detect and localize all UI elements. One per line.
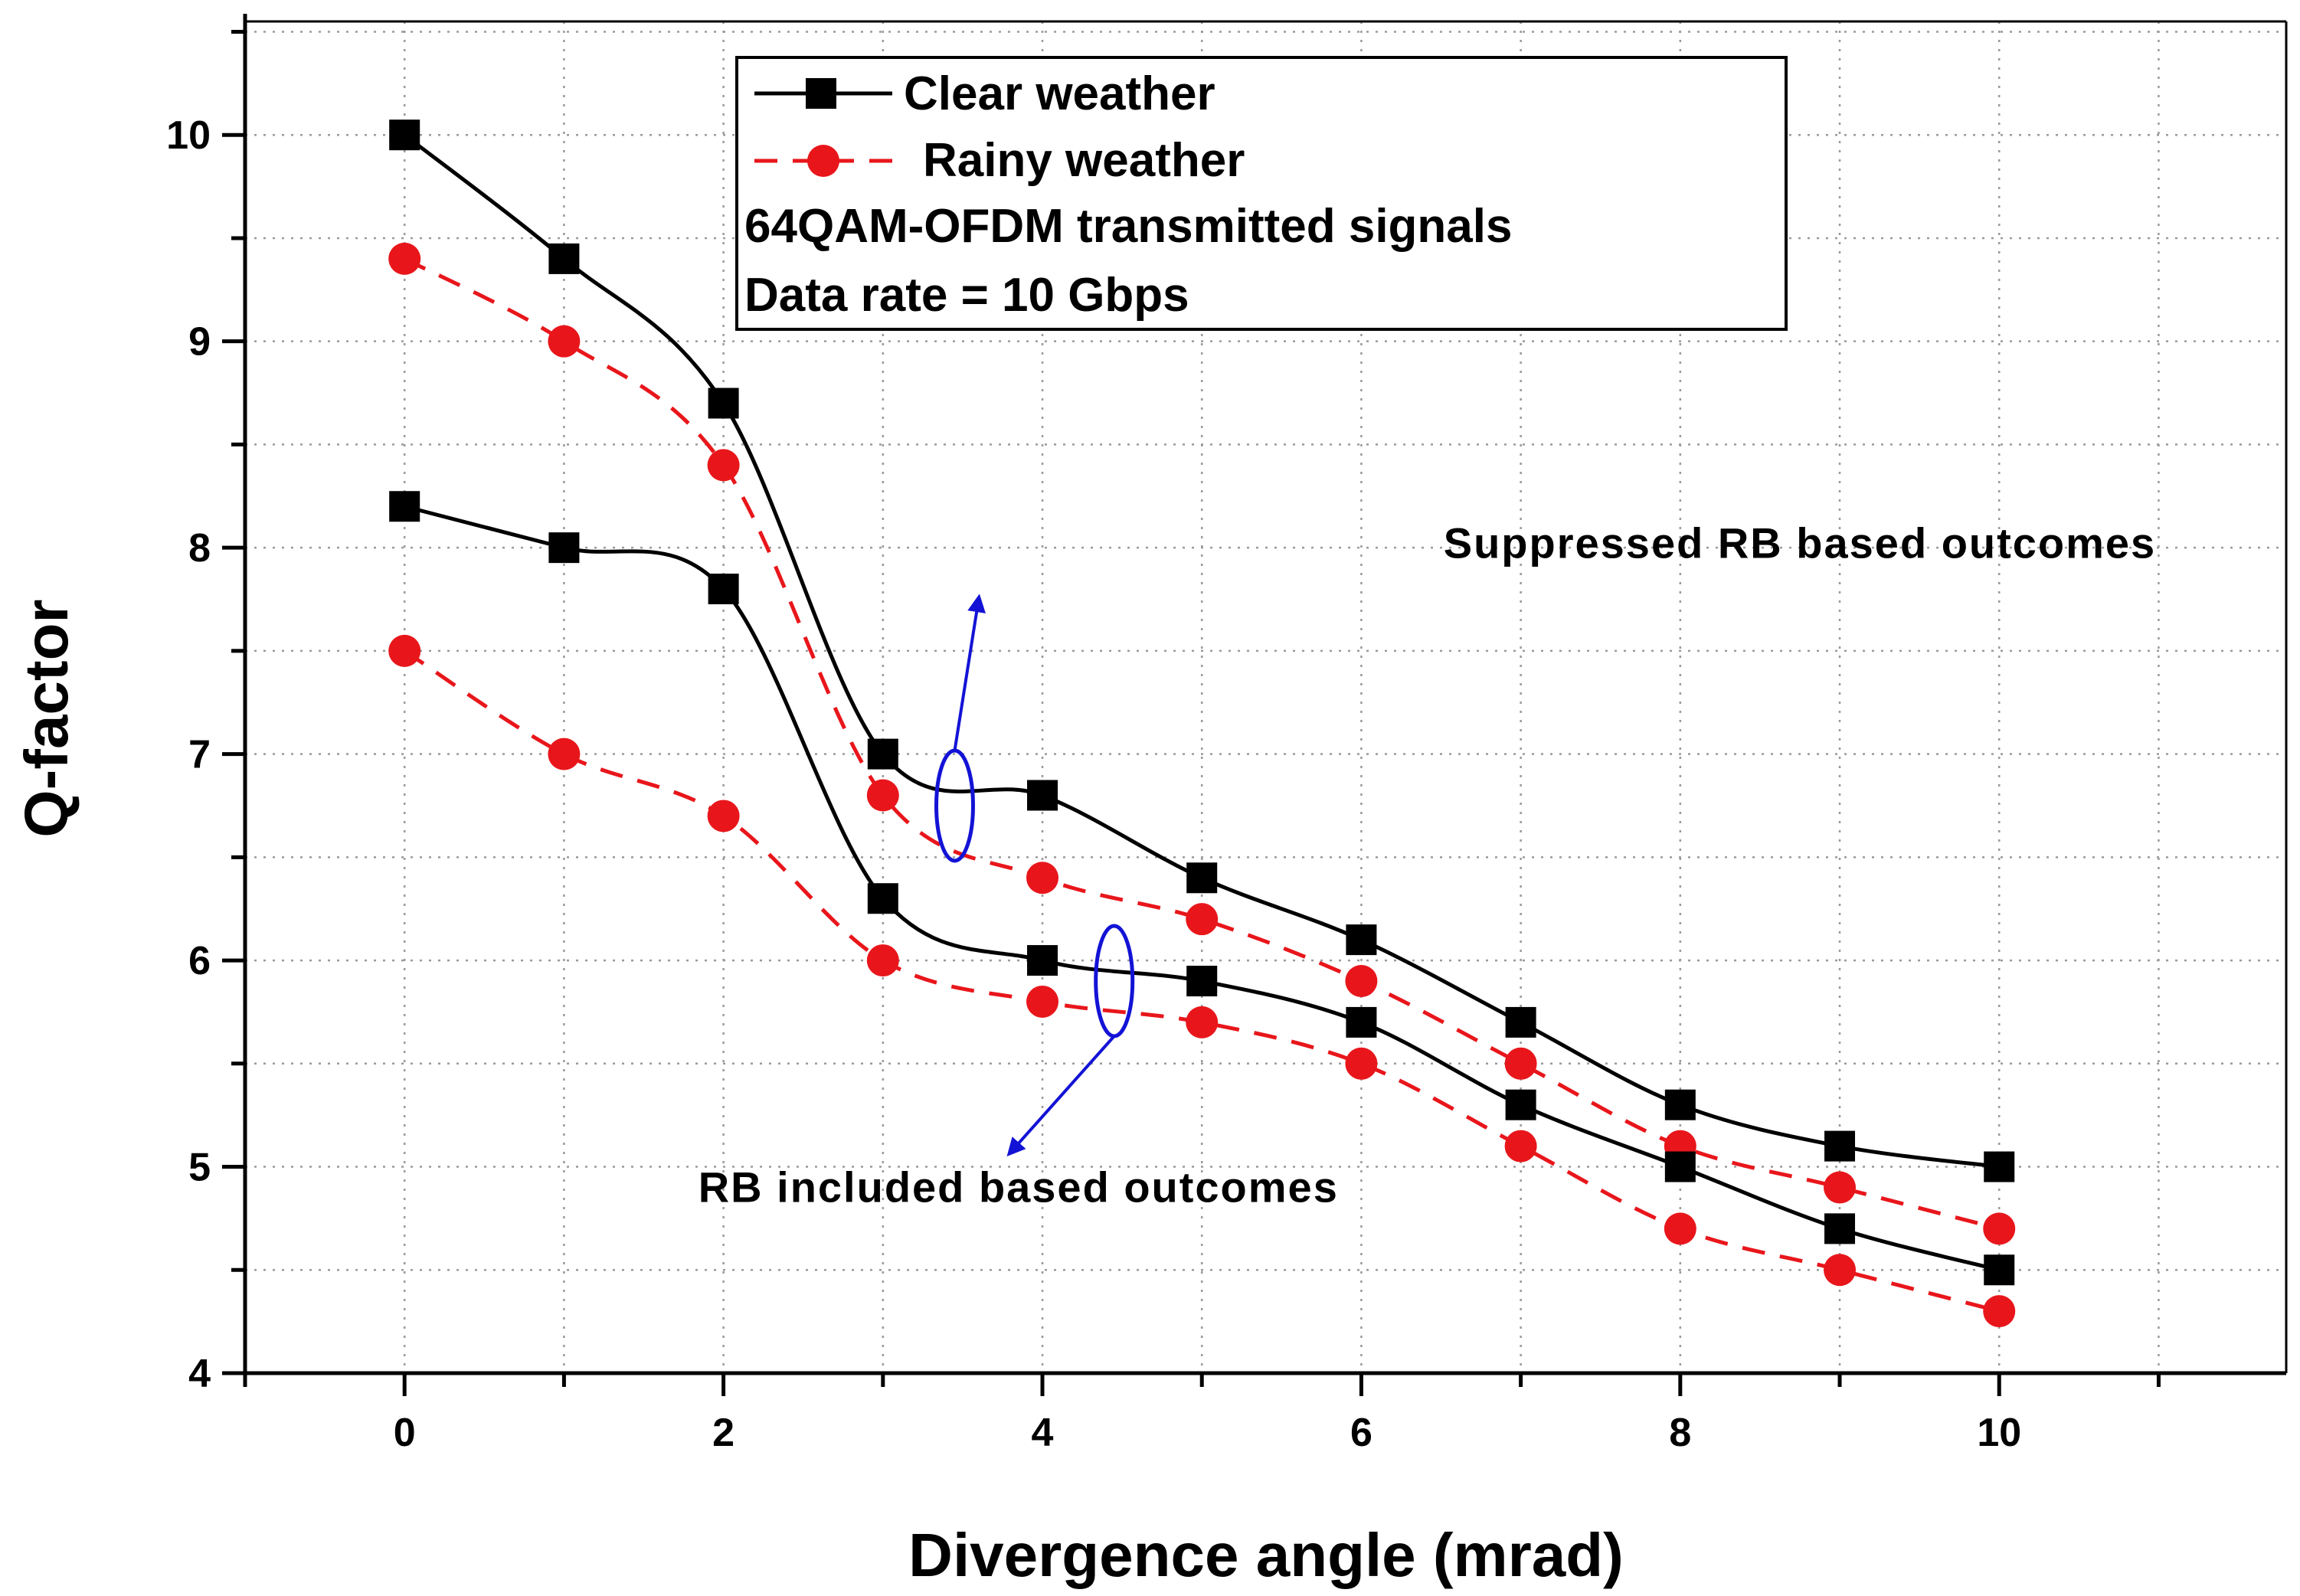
data-point-square [1186,862,1218,894]
data-point-square [708,574,739,605]
data-point-circle [1026,862,1059,894]
data-point-square [1984,1151,2015,1182]
data-point-circle [1186,1006,1219,1038]
rb-included-arrow [1006,1035,1116,1157]
legend-label-rainy-weather: Rainy weather [923,134,1245,187]
legend-symbol-rainy-weather [754,145,904,177]
data-point-circle [388,242,421,275]
data-point-square [1346,924,1377,956]
legend-symbol-clear-weather [754,78,892,109]
data-point-circle [548,325,581,358]
series-line [404,257,2000,1231]
data-point-circle [1504,1130,1537,1163]
y-tick-label: 10 [166,113,211,158]
y-tick-label: 8 [188,526,211,571]
data-point-circle [866,944,899,977]
data-point-circle [1345,1047,1378,1080]
series-rainy-weather [388,634,2016,1328]
series-line [403,133,2000,1169]
data-point-circle [388,634,421,667]
x-tick-label: 4 [1032,1411,1054,1455]
data-point-circle [1026,985,1059,1018]
series-group [388,119,2016,1328]
y-tick-label: 9 [188,320,211,365]
x-tick-label: 0 [394,1411,416,1455]
data-point-square [1505,1089,1536,1120]
suppressed-rb-label: Suppressed RB based outcomes [1444,519,2156,567]
y-tick-label: 4 [188,1352,211,1396]
series-line [403,649,2000,1313]
data-point-square [389,491,420,522]
data-point-circle [866,779,899,812]
y-tick-label: 7 [188,733,211,777]
data-point-square [548,532,580,564]
legend-note-modulation: 64QAM-OFDM transmitted signals [744,200,1512,253]
data-point-circle [707,449,740,482]
data-point-circle [1504,1047,1537,1080]
legend-label-clear-weather: Clear weather [904,67,1215,120]
legend-marker-square [806,78,836,109]
data-point-circle [1824,1254,1857,1287]
annotations: Suppressed RB based outcomes RB included … [699,519,2156,1212]
data-point-square [389,119,420,151]
data-point-circle [1664,1212,1696,1245]
data-point-square [1824,1213,1856,1244]
x-tick-label: 10 [1977,1411,2021,1455]
x-axis-title: Divergence angle (mrad) [908,1521,1624,1589]
x-tick-label: 6 [1350,1411,1372,1455]
series-clear-weather [389,491,2015,1286]
data-point-square [1984,1254,2015,1286]
data-point-circle [707,800,740,832]
data-point-circle [1824,1171,1857,1204]
data-point-square [1346,1006,1377,1038]
data-point-circle [548,737,581,770]
series-clear-weather [389,119,2015,1182]
data-point-square [1824,1130,1856,1162]
series-rainy-weather [388,242,2016,1245]
legend-marker-circle [807,145,839,177]
data-point-square [867,883,898,914]
data-point-circle [1983,1295,2016,1328]
ticks: 0 2 4 6 8 10 4 5 6 7 8 9 10 [166,29,2161,1455]
legend-note-data-rate: Data rate = 10 Gbps [744,269,1189,322]
data-point-square [1027,780,1058,811]
y-tick-label: 6 [188,939,211,983]
data-point-square [1505,1006,1536,1038]
data-point-square [548,243,580,274]
data-point-square [1664,1151,1696,1182]
legend: Clear weather Rainy weather 64QAM-OFDM t… [735,56,1788,331]
data-point-square [1664,1089,1696,1120]
data-point-square [1186,966,1218,997]
data-point-square [1027,945,1058,976]
data-point-circle [1983,1212,2016,1245]
data-point-circle [1345,965,1378,998]
plot-frame [243,14,2288,1375]
legend-box [735,56,1788,331]
y-axis-title: Q-factor [12,599,80,837]
data-point-square [708,388,739,419]
data-point-circle [1186,903,1219,936]
suppressed-rb-arrow [953,594,986,751]
x-tick-label: 2 [712,1411,734,1455]
y-tick-label: 5 [188,1146,211,1190]
x-tick-label: 8 [1669,1411,1691,1455]
data-point-square [867,738,898,770]
series-line [404,504,2000,1272]
rb-included-label: RB included based outcomes [699,1163,1339,1211]
